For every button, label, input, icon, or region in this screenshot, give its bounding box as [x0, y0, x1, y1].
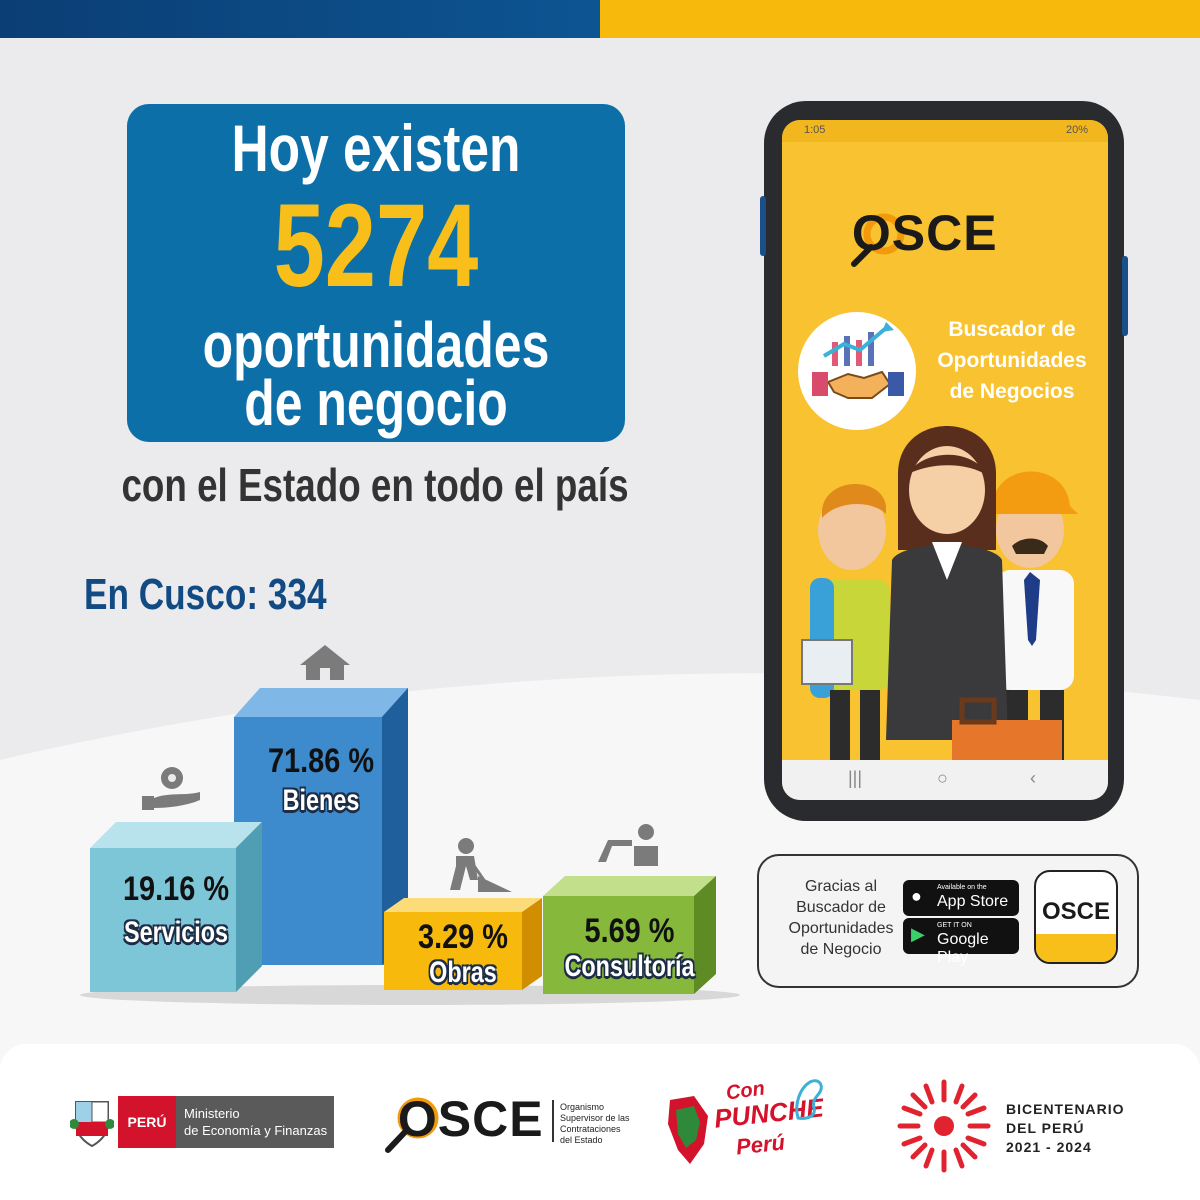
- google-play-text: Google Play: [937, 931, 989, 966]
- hero-line-business: de negocio: [244, 367, 508, 439]
- google-play-small-text: GET IT ON: [937, 922, 972, 929]
- peru-coat-of-arms-icon: [70, 1101, 114, 1148]
- top-stripe-blue: [0, 0, 600, 38]
- house-icon: [300, 645, 350, 680]
- app-name: Buscador de Oportunidades de Negocios: [922, 314, 1102, 407]
- bar-label-obras: Obras: [429, 956, 497, 989]
- professionals-illustration: [801, 426, 1078, 760]
- phone-side-button: [760, 196, 766, 256]
- osce-divider: [552, 1100, 554, 1142]
- top-stripe-yellow: [600, 0, 1200, 38]
- download-thanks-text: Gracias al Buscador de Oportunidades de …: [776, 876, 906, 960]
- handshake-growth-icon: [812, 322, 904, 399]
- consultant-icon: [598, 824, 658, 866]
- worker-digging-icon: [450, 838, 512, 892]
- download-text-line: de Negocio: [800, 941, 882, 958]
- region-label: En Cusco:: [84, 570, 259, 619]
- bar-label-consultoria: Consultoría: [564, 950, 695, 983]
- bar-label-bienes: Bienes: [282, 784, 360, 817]
- bar-obras: [384, 898, 542, 990]
- hero-text: Hoy existen 5274 oportunidades de negoci…: [127, 0, 625, 500]
- osce-footer-logo: OOSCE: [390, 1090, 544, 1148]
- bar-value-consultoria: 5.69 %: [584, 912, 675, 950]
- bar-consultoria: [543, 876, 716, 994]
- status-battery: 20%: [1065, 124, 1088, 136]
- magnifier-logo-icon: [851, 213, 905, 267]
- google-play-badge[interactable]: ▶ GET IT ON Google Play: [903, 918, 1019, 966]
- peru-map-icon: [668, 1096, 708, 1164]
- app-store-small-text: Available on the: [937, 884, 987, 891]
- bicentenario-line: BICENTENARIO: [1006, 1101, 1125, 1117]
- punche-peru-text: Perú: [734, 1129, 787, 1160]
- flexed-arm-icon: [795, 1079, 823, 1120]
- hero-number: 5274: [273, 180, 479, 312]
- region-count: En Cusco: 334: [84, 570, 404, 620]
- bicentenario-line: DEL PERÚ: [1006, 1120, 1085, 1136]
- ministry-line: de Economía y Finanzas: [184, 1123, 328, 1138]
- osce-logo-text: OSCE: [851, 205, 998, 261]
- download-text-line: Oportunidades: [788, 920, 894, 937]
- status-time: 1:05: [804, 124, 826, 136]
- app-icon-band: [1036, 934, 1116, 962]
- osce-sub-line: del Estado: [560, 1135, 603, 1145]
- region-value: 334: [267, 570, 327, 619]
- app-icon-text: OSCE: [1041, 898, 1110, 925]
- osce-footer-text: OSCE: [397, 1091, 544, 1147]
- download-text-line: Gracias al: [804, 878, 878, 895]
- bar-servicios: [90, 822, 262, 992]
- hero-box: [127, 104, 625, 442]
- bar-value-bienes: 71.86 %: [267, 742, 375, 780]
- phone-status-bar: 1:05 20%: [782, 120, 1108, 142]
- bar-value-servicios: 19.16 %: [122, 870, 230, 908]
- phone-side-button: [1122, 256, 1128, 336]
- hero-line-opportunities: oportunidades: [202, 309, 550, 381]
- hero-title: Hoy existen: [231, 111, 521, 185]
- osce-footer-subtitle: Organismo Supervisor de las Contratacion…: [560, 1102, 670, 1146]
- app-store-badge[interactable]: ● Available on the App Store: [903, 880, 1019, 916]
- osce-sub-line: Supervisor de las: [560, 1113, 630, 1123]
- app-name-line: Buscador de: [948, 318, 1076, 341]
- bicentenario-text: BICENTENARIO DEL PERÚ 2021 - 2024: [1006, 1100, 1166, 1157]
- bar-label-servicios: Servicios: [123, 916, 229, 949]
- apple-icon: ●: [911, 886, 922, 906]
- osce-sub-line: Contrataciones: [560, 1124, 621, 1134]
- bicentenario-emblem-icon: [897, 1079, 991, 1173]
- phone-nav-bar: ||| ○ ‹: [782, 760, 1108, 800]
- recent-apps-icon[interactable]: |||: [848, 768, 863, 788]
- peru-label: PERÚ: [118, 1096, 176, 1148]
- download-text-line: Buscador de: [796, 899, 886, 916]
- bar-value-obras: 3.29 %: [418, 918, 508, 956]
- app-name-line: de Negocios: [949, 380, 1075, 403]
- osce-magnifier-icon: [385, 1097, 439, 1153]
- osce-app-icon[interactable]: OSCE: [1034, 870, 1118, 964]
- app-store-text: App Store: [937, 893, 1009, 910]
- google-play-icon: ▶: [911, 924, 925, 944]
- app-logo-circle: [798, 312, 916, 430]
- app-name-line: Oportunidades: [937, 349, 1087, 372]
- subtitle: con el Estado en todo el país: [121, 459, 629, 511]
- bar-graphic: [80, 645, 740, 1005]
- hand-gear-icon: [142, 767, 200, 810]
- ministry-label: Ministerio de Economía y Finanzas: [176, 1096, 334, 1148]
- ministry-line: Ministerio: [184, 1106, 240, 1121]
- phone-screen: 1:05 20% OOSCE Buscador de Oportunidades…: [782, 120, 1108, 800]
- home-icon[interactable]: ○: [937, 768, 948, 788]
- bicentenario-line: 2021 - 2024: [1006, 1139, 1092, 1155]
- back-icon[interactable]: ‹: [1030, 768, 1036, 788]
- osce-logo: OOSCE: [844, 204, 998, 262]
- osce-sub-line: Organismo: [560, 1102, 605, 1112]
